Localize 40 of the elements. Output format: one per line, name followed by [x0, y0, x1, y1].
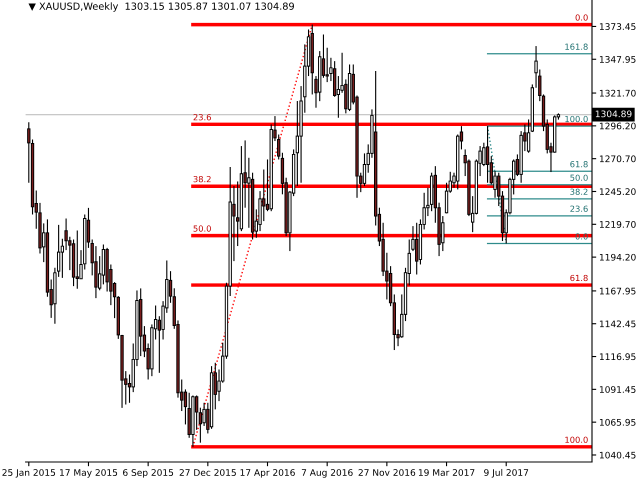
y-tick-label: 1091.45 — [600, 386, 636, 393]
y-tick-label: 1194.20 — [600, 254, 636, 261]
candlestick — [76, 230, 79, 290]
annotation: 38.2 — [194, 176, 211, 182]
y-tick-label: 1373.45 — [600, 23, 636, 30]
annotation: 38.2 — [570, 188, 588, 195]
y-tick-label: 1116.95 — [600, 353, 636, 360]
x-tick-label: 17 Apr 2016 — [240, 469, 295, 478]
x-tick-label: 7 Aug 2016 — [302, 469, 353, 478]
y-tick-label: 1321.70 — [600, 90, 636, 97]
y-tick-label: 1219.70 — [600, 221, 636, 228]
y-tick-label: 1040.45 — [600, 452, 636, 459]
annotation: 100.0 — [565, 116, 588, 122]
annotation: 50.0 — [570, 174, 588, 181]
y-tick-label: 1142.45 — [600, 320, 636, 328]
x-tick-label: 19 Mar 2017 — [418, 469, 474, 476]
y-tick-label: 1296.20 — [600, 122, 636, 130]
x-tick-label: 6 Sep 2015 — [123, 469, 174, 478]
x-tick-label: 25 Jan 2015 — [2, 469, 56, 478]
annotation: 23.6 — [570, 206, 588, 212]
candlestick — [415, 222, 418, 276]
y-tick-label: 1245.20 — [600, 188, 636, 196]
x-tick-label: 9 Jul 2017 — [484, 468, 528, 478]
y-tick-label: 1270.70 — [600, 155, 636, 162]
annotation: 61.8 — [570, 274, 588, 282]
candlestick — [486, 126, 490, 184]
annotation: 161.8 — [565, 44, 588, 50]
ref-line-label: 1304.89 — [596, 110, 632, 118]
annotation: 23.6 — [194, 114, 211, 120]
annotation: 100.0 — [565, 436, 588, 443]
x-tick-label: 27 Dec 2015 — [180, 469, 236, 476]
x-tick-label: 17 May 2015 — [60, 469, 118, 478]
annotation: 0.0 — [576, 14, 588, 21]
chart-title: ▼ XAUUSD,Weekly 1303.15 1305.87 1301.07 1304.89 — [28, 2, 294, 12]
y-tick-label: 1347.95 — [600, 56, 636, 63]
y-tick-label: 1167.95 — [600, 288, 636, 294]
annotation: 50.0 — [194, 225, 211, 232]
y-tick-label: 1065.95 — [600, 418, 636, 426]
annotation: 61.8 — [570, 161, 588, 168]
x-tick-label: 27 Nov 2016 — [358, 469, 416, 476]
